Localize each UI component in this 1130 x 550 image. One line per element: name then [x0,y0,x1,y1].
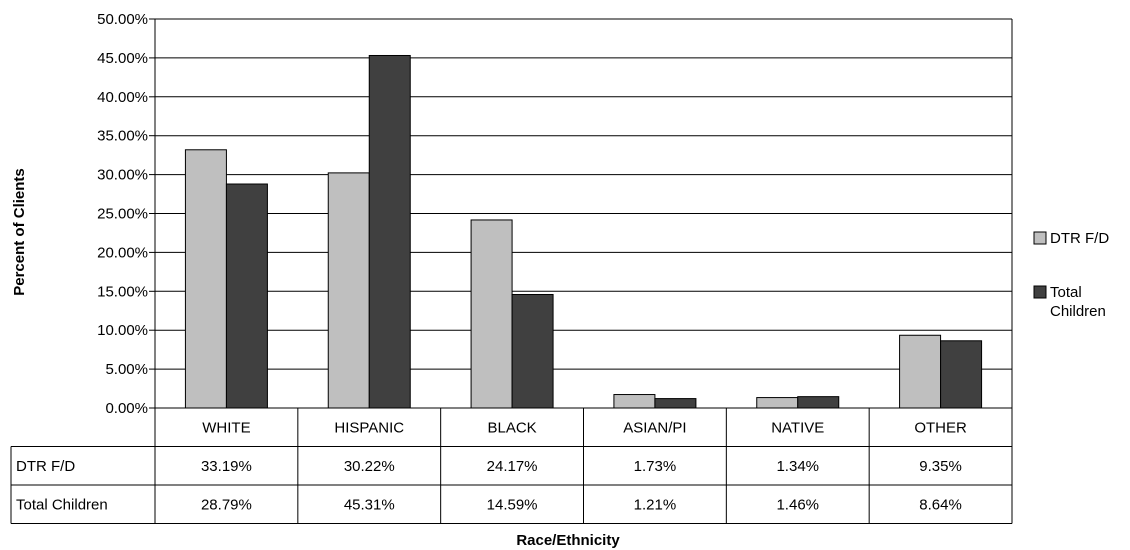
y-tick-label: 0.00% [105,400,148,417]
category-label: HISPANIC [334,419,404,436]
bar [756,397,799,409]
y-tick-label: 30.00% [97,167,148,184]
y-tick-label: 50.00% [97,11,148,28]
category-label: WHITE [202,419,250,436]
legend-label: DTR F/D [1050,230,1109,247]
table-row-label: Total Children [16,496,108,513]
data-label: 28.79% [201,496,252,513]
data-label: 1.73% [634,458,677,475]
y-tick-label: 15.00% [97,283,148,300]
bar [225,183,268,409]
bar [327,172,370,409]
y-tick-label: 10.00% [97,322,148,339]
table-row-label: DTR F/D [16,458,75,475]
category-label: NATIVE [771,419,824,436]
bar [470,219,513,409]
category-label: ASIAN/PI [623,419,686,436]
data-label: 45.31% [344,496,395,513]
y-tick-label: 5.00% [105,361,148,378]
bar [613,394,656,409]
y-tick-label: 40.00% [97,89,148,106]
bar [511,293,554,409]
data-label: 24.17% [487,458,538,475]
legend-swatch [1033,285,1047,299]
legend-label: Children [1050,303,1106,320]
data-label: 30.22% [344,458,395,475]
category-label: OTHER [914,419,967,436]
y-tick-label: 45.00% [97,50,148,67]
legend-label: Total [1050,284,1082,301]
bar [368,54,411,409]
bar [940,340,983,409]
data-label: 1.34% [776,458,819,475]
y-tick-label: 20.00% [97,244,148,261]
y-axis-title: Percent of Clients [11,168,28,296]
bar [654,398,697,409]
bar [899,334,942,409]
category-label: BLACK [487,419,536,436]
data-label: 9.35% [919,458,962,475]
y-tick-label: 35.00% [97,128,148,145]
bar [184,149,227,409]
data-label: 33.19% [201,458,252,475]
x-axis-title: Race/Ethnicity [516,532,620,549]
data-label: 1.21% [634,496,677,513]
data-label: 8.64% [919,496,962,513]
y-tick-label: 25.00% [97,206,148,223]
data-label: 1.46% [776,496,819,513]
legend-swatch [1033,231,1047,245]
bar [797,396,840,409]
data-label: 14.59% [487,496,538,513]
